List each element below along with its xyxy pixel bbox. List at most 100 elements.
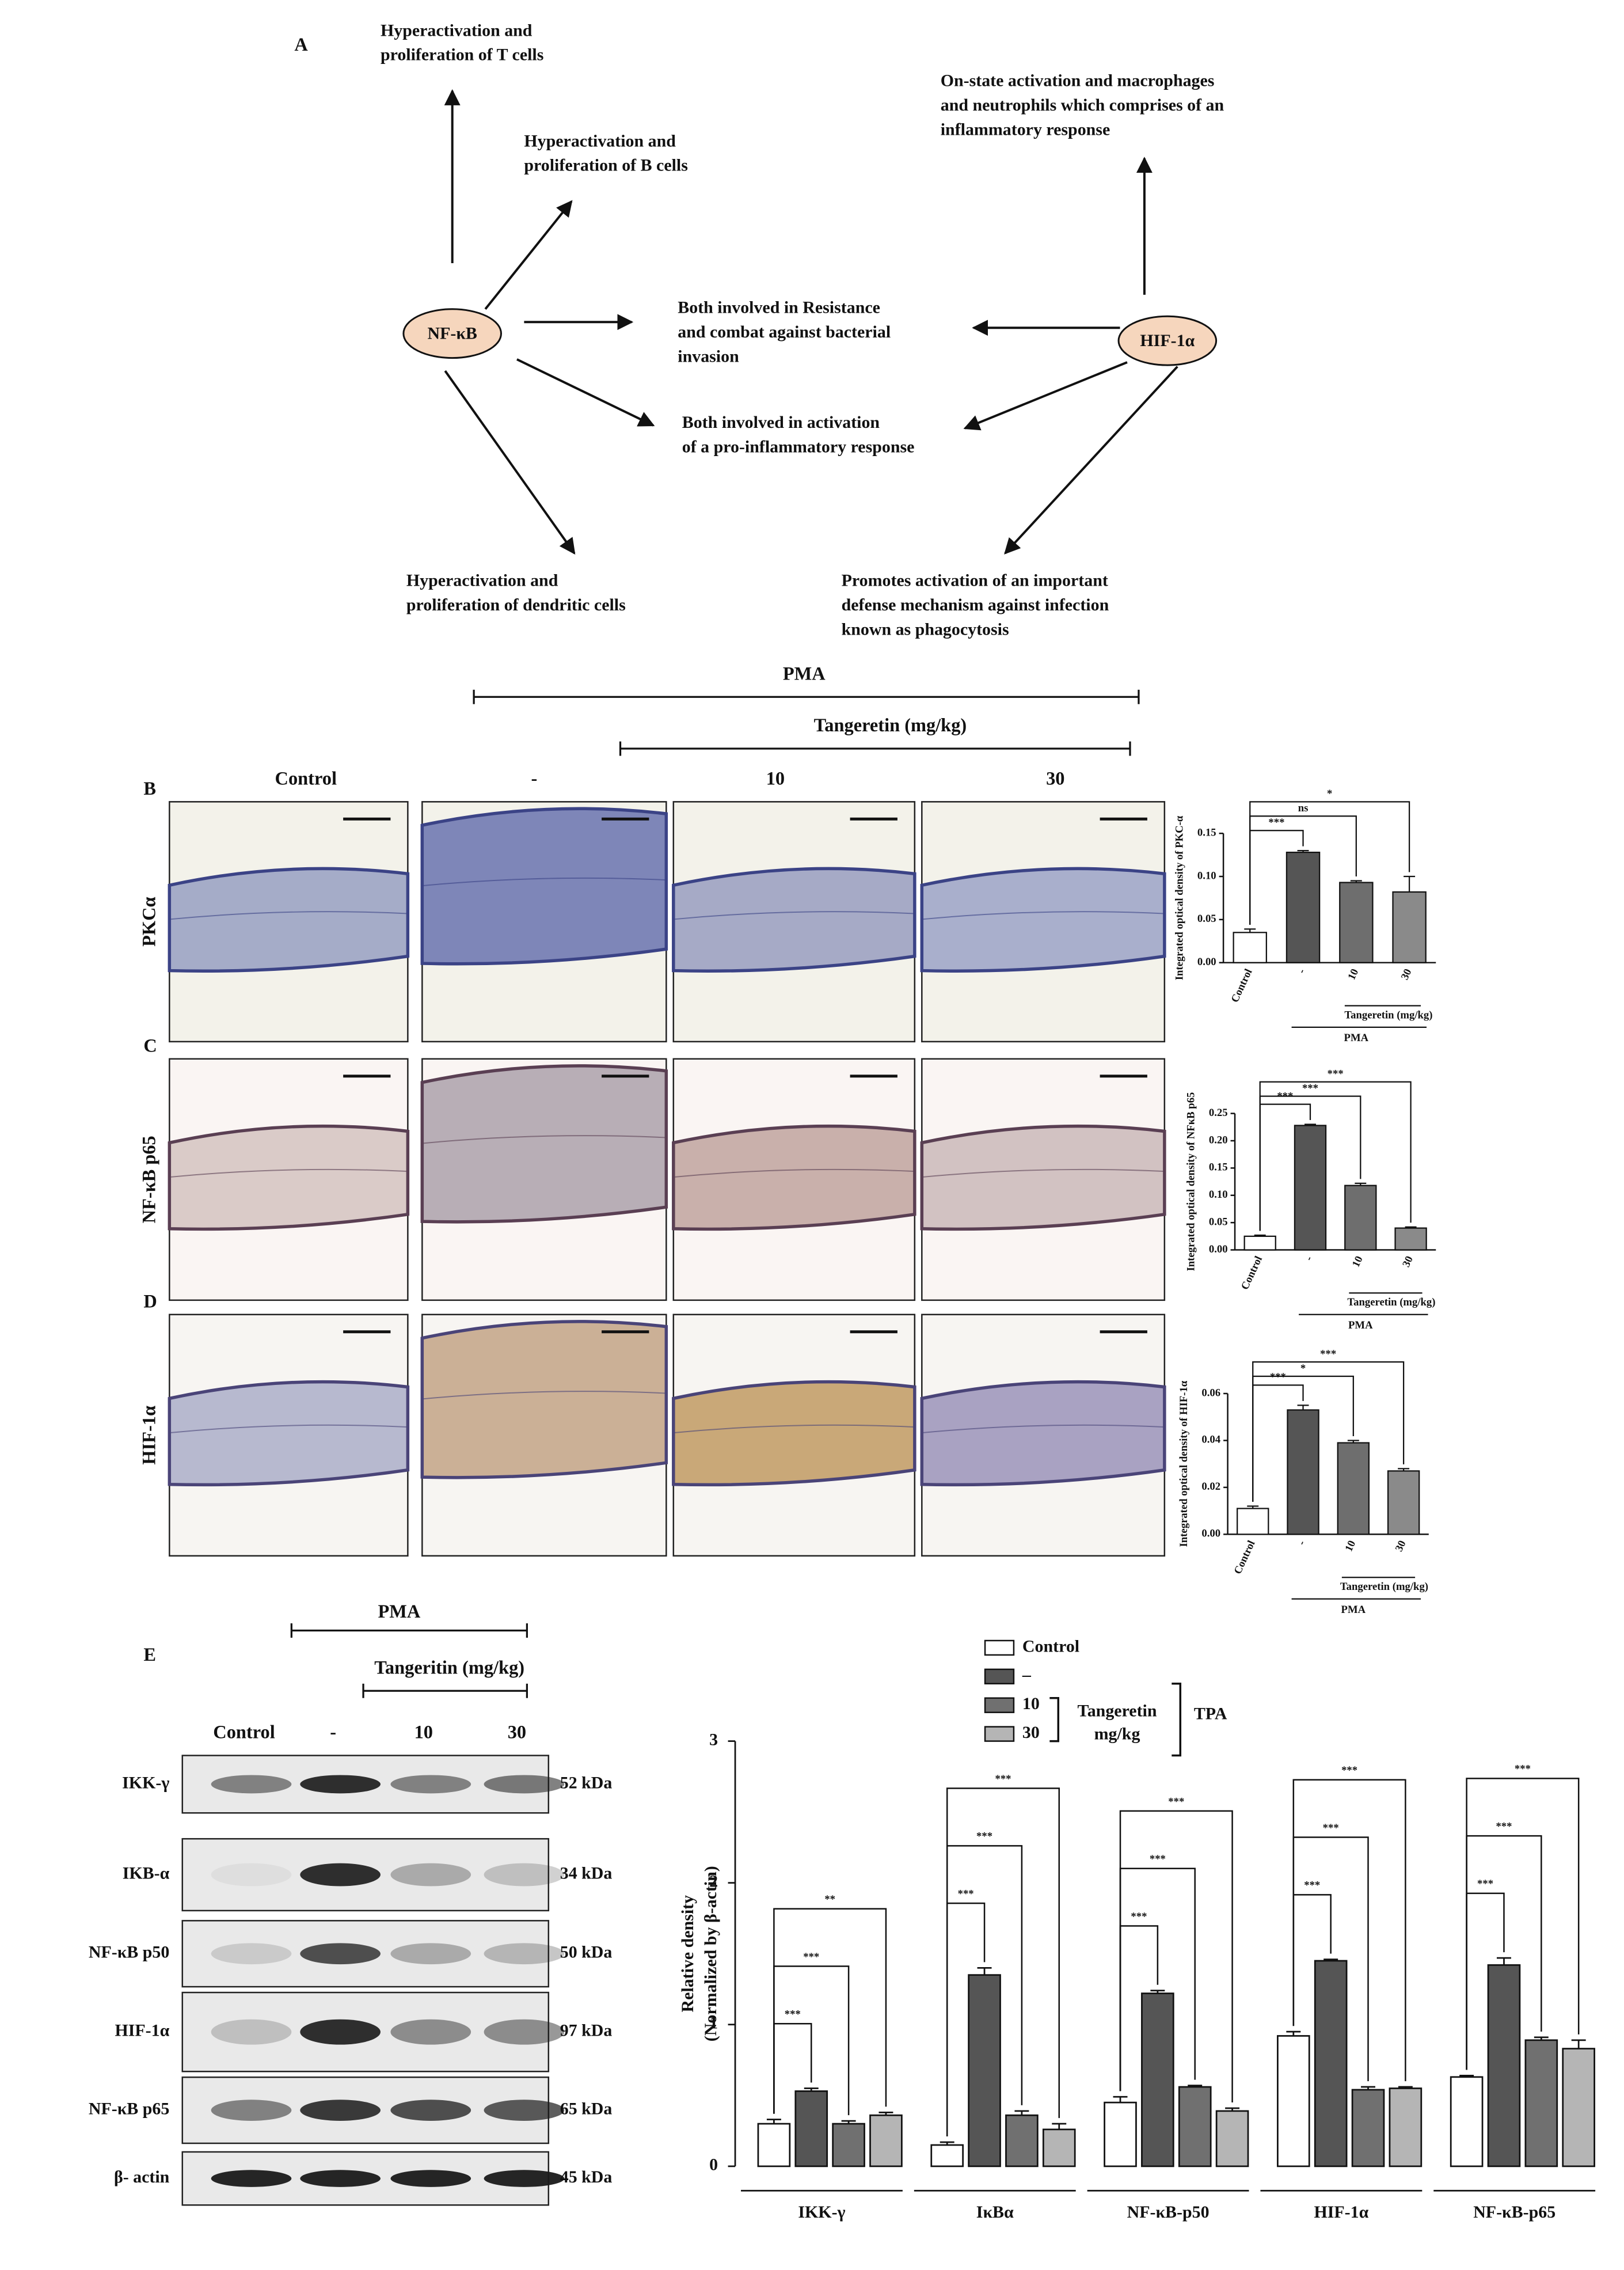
- tissue-layer: [422, 1135, 667, 1144]
- blot-band: [300, 1775, 381, 1794]
- bar: [1287, 1409, 1319, 1535]
- lane-label: -: [330, 1722, 336, 1743]
- significance-label: ***: [958, 1888, 974, 1900]
- x-tick-label: 10: [1350, 1254, 1366, 1269]
- diagram-note: Both involved in Resistance: [678, 298, 880, 317]
- diagram-note: Hyperactivation and: [524, 131, 676, 150]
- bar: [1277, 2035, 1310, 2167]
- y-tick-label: 1: [709, 2014, 718, 2033]
- x-tick-label: 30: [1400, 1254, 1416, 1269]
- blot-band: [300, 2019, 381, 2045]
- blot-row-label: NF-κB p50: [89, 1943, 169, 1962]
- blot-band: [300, 1863, 381, 1886]
- x-tick-label: IKK-γ: [798, 2203, 845, 2222]
- error-bar: [1286, 2030, 1301, 2036]
- tissue-layer: [673, 1424, 915, 1434]
- significance-label: ***: [1477, 1878, 1493, 1890]
- legend-group: Tangeretin: [1078, 1702, 1157, 1721]
- y-tick-label: 0.25: [1209, 1107, 1228, 1119]
- error-bar: [940, 2141, 954, 2145]
- tissue-layer: [922, 911, 1165, 920]
- tissue-layer: [673, 1168, 915, 1178]
- tissue-section: [920, 1124, 1166, 1231]
- y-tick-label: 0.15: [1197, 827, 1216, 839]
- error-bar: [1347, 1440, 1359, 1443]
- bar: [1178, 2086, 1212, 2167]
- blot-band: [211, 1943, 292, 1965]
- blot-band: [484, 1775, 565, 1794]
- y-tick-label: 3: [709, 1730, 718, 1749]
- significance-label: ***: [1320, 1348, 1336, 1360]
- significance-label: ***: [1515, 1763, 1531, 1775]
- x-tick-label: -: [1295, 1539, 1308, 1547]
- y-tick-label: 0.10: [1209, 1189, 1228, 1201]
- blot-band: [211, 2019, 292, 2045]
- lane-label: Control: [213, 1722, 275, 1743]
- bar: [1294, 1125, 1327, 1251]
- blot-band: [484, 1863, 565, 1886]
- panel-label: C: [143, 1035, 157, 1056]
- legend-label: 10: [1022, 1694, 1040, 1713]
- panel-label: D: [143, 1291, 157, 1312]
- lane-label: 10: [414, 1722, 433, 1743]
- bar: [1389, 2087, 1423, 2167]
- bar: [1562, 2048, 1595, 2167]
- y-tick-label: 0.00: [1201, 1528, 1220, 1540]
- legend-swatch: [984, 1668, 1015, 1685]
- significance-label: *: [1300, 1362, 1306, 1375]
- significance-label: ns: [1298, 802, 1309, 814]
- blot-size-label: 50 kDa: [560, 1943, 613, 1962]
- significance-label: ***: [1304, 1880, 1320, 1892]
- bar: [1042, 2128, 1076, 2167]
- blot-row-label: NF-κB p65: [89, 2099, 169, 2118]
- significance-label: ***: [1328, 1068, 1344, 1080]
- x-tick-label: -: [1295, 967, 1308, 975]
- bar: [1141, 1992, 1174, 2167]
- blot-size-label: 45 kDa: [560, 2167, 613, 2187]
- tissue-section: [168, 867, 410, 973]
- legend-swatch: [984, 1726, 1015, 1742]
- error-bar: [1297, 850, 1309, 853]
- y-tick-label: 2: [709, 1872, 718, 1891]
- diagram-note: and neutrophils which comprises of an: [941, 96, 1224, 115]
- tissue-layer: [922, 1424, 1165, 1434]
- error-bar: [1254, 1234, 1266, 1236]
- diagram-note: of a pro-inflammatory response: [682, 438, 915, 457]
- bar: [757, 2123, 791, 2167]
- legend-label: Control: [1022, 1637, 1079, 1656]
- tissue-section: [672, 1124, 916, 1231]
- error-bar: [1323, 1958, 1338, 1961]
- treatment-label: Tangeretin (mg/kg): [1347, 1296, 1435, 1308]
- legend-swatch: [984, 1697, 1015, 1713]
- legend-group: mg/kg: [1094, 1724, 1140, 1743]
- significance-label: ***: [1270, 1371, 1286, 1383]
- significance-label: ***: [1341, 1764, 1357, 1776]
- legend-bracket: [1172, 1683, 1182, 1757]
- blot-size-label: 34 kDa: [560, 1863, 613, 1882]
- error-bar: [1361, 2086, 1375, 2090]
- significance-label: ***: [1268, 817, 1284, 829]
- bar: [1351, 2089, 1385, 2167]
- significance-label: ***: [803, 1951, 819, 1963]
- blot-band: [300, 1943, 381, 1965]
- significance-label: ***: [1323, 1822, 1339, 1834]
- significance-bracket: [1259, 1081, 1412, 1231]
- blot-band: [390, 1863, 471, 1886]
- diagram-note: invasion: [678, 347, 739, 366]
- significance-bracket: [1119, 1810, 1233, 2103]
- panel-label: B: [143, 779, 156, 799]
- y-tick-label: 0.00: [1197, 956, 1216, 968]
- bar: [1344, 1185, 1377, 1251]
- blot-band: [211, 2100, 292, 2121]
- pma-label: PMA: [1344, 1032, 1369, 1044]
- error-bar: [804, 2087, 819, 2091]
- blot-band: [484, 2170, 565, 2187]
- bar: [869, 2114, 903, 2167]
- blot-row-label: HIF-1α: [115, 2021, 169, 2040]
- tissue-section: [420, 1320, 668, 1479]
- x-tick-label: Control: [1239, 1254, 1265, 1292]
- bar: [1215, 2110, 1249, 2167]
- tissue-layer: [169, 911, 408, 920]
- node-label: NF-κB: [427, 324, 477, 343]
- blot-band: [484, 2100, 565, 2121]
